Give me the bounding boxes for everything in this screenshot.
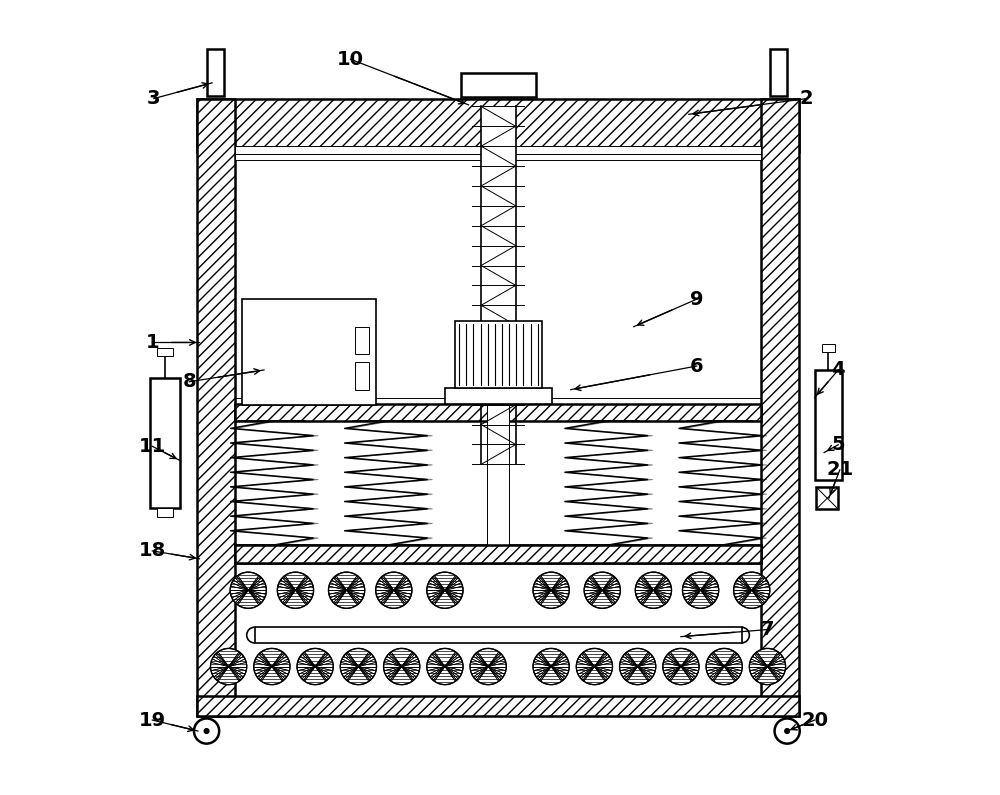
Circle shape [584, 572, 620, 608]
Text: 11: 11 [139, 436, 166, 456]
Circle shape [533, 572, 569, 608]
Circle shape [785, 729, 789, 734]
Circle shape [340, 649, 376, 684]
Circle shape [734, 572, 770, 608]
Circle shape [427, 572, 463, 608]
Bar [481, 107, 516, 464]
Text: 1: 1 [145, 333, 159, 352]
Circle shape [427, 572, 463, 608]
Circle shape [750, 649, 785, 684]
Circle shape [204, 729, 209, 734]
Circle shape [427, 649, 463, 684]
Circle shape [230, 572, 266, 608]
Bar [235, 545, 761, 563]
Bar [197, 99, 799, 152]
Circle shape [277, 572, 314, 608]
Circle shape [533, 649, 569, 684]
Circle shape [620, 649, 655, 684]
Circle shape [376, 572, 412, 608]
Bar [355, 362, 369, 390]
Text: 19: 19 [139, 711, 166, 730]
Bar [235, 404, 761, 421]
Bar [816, 487, 838, 510]
Circle shape [470, 649, 506, 684]
Circle shape [576, 649, 612, 684]
Bar [197, 696, 799, 716]
Text: 8: 8 [182, 372, 196, 391]
Text: 7: 7 [761, 620, 774, 639]
Circle shape [427, 649, 463, 684]
Circle shape [329, 572, 365, 608]
Circle shape [663, 649, 699, 684]
Bar [255, 627, 742, 643]
Circle shape [734, 572, 769, 608]
Text: 18: 18 [139, 541, 166, 560]
Text: 9: 9 [690, 289, 703, 308]
Circle shape [254, 649, 290, 684]
Circle shape [470, 649, 506, 684]
Circle shape [297, 649, 333, 684]
Bar [355, 327, 369, 355]
Circle shape [635, 572, 671, 608]
Circle shape [211, 649, 246, 684]
Circle shape [663, 649, 699, 684]
Circle shape [683, 572, 719, 608]
Circle shape [194, 719, 219, 743]
Bar [761, 99, 799, 716]
Bar [822, 344, 835, 352]
Circle shape [384, 649, 420, 684]
Circle shape [329, 572, 364, 608]
Circle shape [706, 649, 742, 684]
Circle shape [533, 649, 569, 684]
Circle shape [533, 572, 569, 608]
Circle shape [749, 649, 786, 684]
Circle shape [278, 572, 313, 608]
Circle shape [620, 649, 656, 684]
Bar [235, 153, 761, 160]
Bar [461, 73, 536, 97]
Bar [455, 321, 542, 388]
Bar [445, 388, 552, 404]
Bar [235, 145, 761, 153]
Text: 20: 20 [801, 711, 828, 730]
Circle shape [683, 572, 718, 608]
Circle shape [636, 572, 671, 608]
Circle shape [254, 649, 290, 684]
Bar [150, 378, 180, 508]
Bar [242, 299, 376, 405]
Circle shape [297, 649, 333, 684]
Circle shape [376, 572, 412, 608]
Bar [197, 99, 235, 716]
Bar [207, 49, 224, 96]
Text: 4: 4 [831, 360, 845, 379]
Text: 10: 10 [337, 50, 364, 68]
Circle shape [577, 649, 612, 684]
Bar [157, 348, 173, 356]
Text: 21: 21 [826, 460, 853, 479]
Bar [770, 49, 787, 96]
Circle shape [384, 649, 419, 684]
Circle shape [341, 649, 376, 684]
Circle shape [585, 572, 620, 608]
Bar [815, 370, 842, 480]
Circle shape [706, 649, 742, 684]
Text: 3: 3 [147, 89, 161, 108]
Bar [487, 404, 509, 563]
Circle shape [211, 649, 247, 684]
Text: 5: 5 [831, 435, 845, 454]
Bar [235, 545, 761, 563]
Circle shape [231, 572, 266, 608]
Bar [157, 508, 173, 517]
Circle shape [775, 719, 800, 743]
Text: 2: 2 [800, 89, 814, 108]
Text: 6: 6 [690, 356, 703, 375]
